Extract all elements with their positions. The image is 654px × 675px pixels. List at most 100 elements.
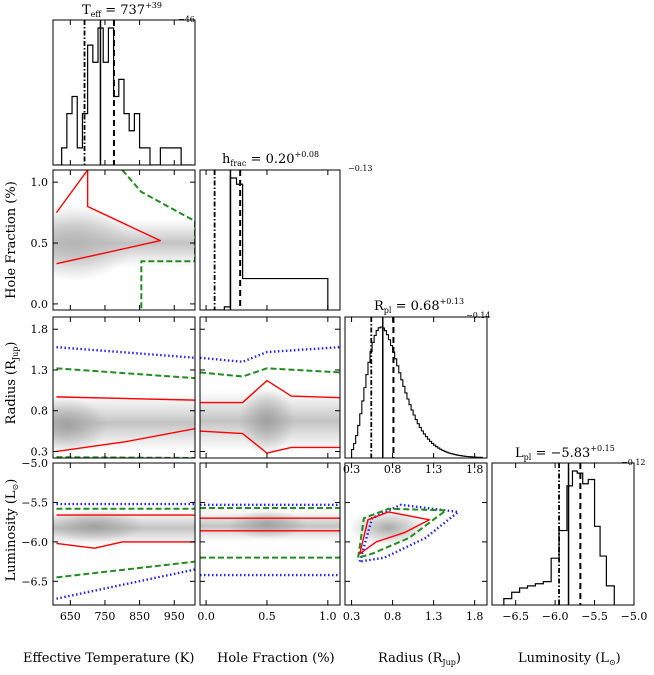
density-hfrac-radius-peak-group — [238, 386, 295, 455]
contour-teff-hfrac-2sigma-group — [121, 170, 195, 310]
xtick-label-radius-hist: 0.8 — [384, 463, 402, 476]
panel-frame-hfrac-hfrac — [199, 169, 341, 311]
density-teff-radius-peak — [53, 397, 107, 454]
xtick-label-teff: 750 — [94, 610, 115, 623]
contour-hfrac-radius-3sigma-upper-group — [200, 345, 340, 364]
contour-teff-lum-3sigma-lower-group — [56, 568, 195, 600]
contour-radius-lum-2sigma-group — [357, 507, 447, 559]
contour-teff-hfrac-2sigma — [121, 170, 195, 310]
contour-teff-hfrac-1sigma — [55, 170, 162, 265]
contour-radius-lum-1sigma — [359, 511, 431, 555]
density-hfrac-lum-peak — [226, 510, 307, 539]
hfrac-histogram-bars — [208, 177, 329, 310]
contour-teff-radius-1sigma-upper-group — [56, 396, 195, 401]
panel-frame-teff-radius — [52, 316, 196, 459]
x-label-radius: Radius (RJup) — [378, 651, 461, 667]
panel-frame-hfrac-lum — [199, 462, 341, 606]
density-hfrac-lum-peak-group — [226, 510, 307, 539]
ytick-label-lum: −6.0 — [21, 536, 48, 549]
y-label-hfrac: Hole Fraction (%) — [4, 181, 19, 299]
ytick-label-radius: 1.8 — [31, 323, 49, 336]
ytick-label-lum: −6.5 — [21, 575, 48, 588]
contour-teff-radius-2sigma-lower — [56, 456, 195, 458]
ytick-label-lum: −5.5 — [21, 496, 48, 509]
contour-teff-lum-1sigma-lower-group — [56, 541, 195, 549]
title-teff: Teff = 737+39 — [82, 1, 162, 19]
ticks-layer: 650 750 850 950 0.0 0.5 1.0 0.3 0.8 1.3 1.8 −6.5 −6.… — [21, 20, 647, 623]
x-label-teff: Effective Temperature (K) — [23, 651, 194, 666]
xtick-label-radius-hist: 1.8 — [466, 463, 484, 476]
xtick-label-teff: 850 — [129, 610, 150, 623]
y-label-lum: Luminosity (L⊙) — [4, 479, 20, 582]
contour-hfrac-radius-2sigma-upper — [200, 367, 340, 378]
contour-teff-radius-2sigma-upper-group — [56, 367, 195, 380]
xtick-label-teff: 650 — [60, 610, 81, 623]
contour-teff-radius-2sigma-upper — [56, 367, 195, 380]
ytick-label-radius: 1.3 — [31, 364, 49, 377]
contour-teff-radius-2sigma-lower-group — [56, 456, 195, 458]
panel-frame-lum-lum — [491, 462, 635, 606]
panel-frame-hfrac-radius — [199, 316, 341, 459]
contour-teff-radius-1sigma-lower-group — [56, 427, 195, 453]
xtick-label-radius-hist: 1.3 — [425, 463, 443, 476]
teff-hist — [56, 20, 192, 165]
contour-teff-lum-2sigma-lower — [56, 560, 195, 579]
title-lpl: Lpl = −5.83+0.15 — [515, 444, 615, 462]
contour-teff-radius-3sigma-upper — [56, 345, 195, 359]
ytick-label-radius: 0.3 — [31, 445, 49, 458]
xtick-label-hfrac: 0.5 — [258, 610, 276, 623]
x-label-hfrac: Hole Fraction (%) — [217, 651, 335, 666]
contour-teff-radius-1sigma-lower — [56, 427, 195, 453]
density-radius-lum-peak-group — [348, 509, 429, 546]
ytick-label-lum: −5.0 — [21, 457, 48, 470]
density-radius-lum-peak — [348, 509, 429, 546]
radius-histogram-bars — [351, 326, 483, 458]
xtick-label-hfrac: 0.0 — [197, 610, 215, 623]
lines-layer — [55, 20, 615, 605]
contour-teff-radius-1sigma-upper — [56, 396, 195, 401]
panel-frame-teff-hfrac — [52, 169, 196, 311]
y-label-radius: Radius (RJup) — [4, 342, 20, 425]
ytick-label-hfrac: 1.0 — [31, 176, 49, 189]
contour-hfrac-radius-2sigma-upper-group — [200, 367, 340, 378]
density-teff-lum-peak — [53, 510, 145, 543]
xtick-label-lum: −6.5 — [502, 610, 529, 623]
x-label-lum: Luminosity (L⊙) — [518, 651, 621, 667]
xtick-label-teff: 950 — [164, 610, 185, 623]
lum-histogram-bars — [503, 470, 615, 605]
title-hfrac: hfrac = 0.20+0.08 — [222, 150, 319, 168]
xtick-label-radius: 1.3 — [425, 610, 443, 623]
xtick-label-lum: −5.5 — [581, 610, 608, 623]
contour-teff-lum-1sigma-lower — [56, 541, 195, 549]
panel-frame-teff-lum — [52, 462, 196, 606]
density-teff-radius-peak-group — [53, 397, 107, 454]
teff-histogram-bars — [56, 27, 192, 165]
panel-frame-radius-lum — [344, 462, 488, 606]
title-rpl: Rpl = 0.68+0.13 — [374, 297, 464, 315]
density-hfrac-radius-peak — [238, 386, 295, 455]
panel-frame-teff-teff — [52, 19, 196, 166]
xtick-label-radius: 1.8 — [466, 610, 484, 623]
contour-teff-hfrac-1sigma-group — [55, 170, 162, 265]
contour-teff-lum-3sigma-lower — [56, 568, 195, 600]
contour-hfrac-radius-3sigma-upper — [200, 345, 340, 364]
radius-hist — [351, 317, 483, 458]
contour-radius-lum-1sigma-group — [359, 511, 431, 555]
contour-hfrac-radius-1sigma-upper-group — [200, 379, 340, 404]
contour-teff-lum-2sigma-lower-group — [56, 560, 195, 579]
xtick-label-hfrac: 1.0 — [319, 610, 337, 623]
contour-radius-lum-2sigma — [357, 507, 447, 559]
xtick-label-radius-hist: 0.3 — [343, 463, 361, 476]
xtick-label-radius: 0.3 — [343, 610, 361, 623]
contour-teff-radius-3sigma-upper-group — [56, 345, 195, 359]
contour-hfrac-radius-1sigma-upper — [200, 379, 340, 404]
xtick-label-radius: 0.8 — [384, 610, 402, 623]
density-layer — [53, 205, 429, 546]
frames-layer — [52, 19, 635, 606]
ytick-label-hfrac: 0.0 — [31, 298, 49, 311]
xtick-label-lum: −5.0 — [621, 610, 648, 623]
ytick-label-hfrac: 0.5 — [31, 237, 49, 250]
panel-frame-radius-radius — [344, 316, 488, 459]
